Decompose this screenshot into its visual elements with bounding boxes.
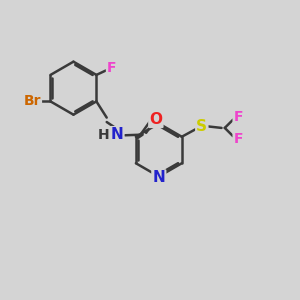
Text: N: N [152,170,165,185]
Text: F: F [234,110,243,124]
Text: H: H [98,128,109,142]
Text: F: F [107,61,116,75]
Text: S: S [196,119,207,134]
Text: N: N [111,127,123,142]
Text: F: F [234,132,243,146]
Text: Br: Br [23,94,41,108]
Text: O: O [149,112,162,127]
